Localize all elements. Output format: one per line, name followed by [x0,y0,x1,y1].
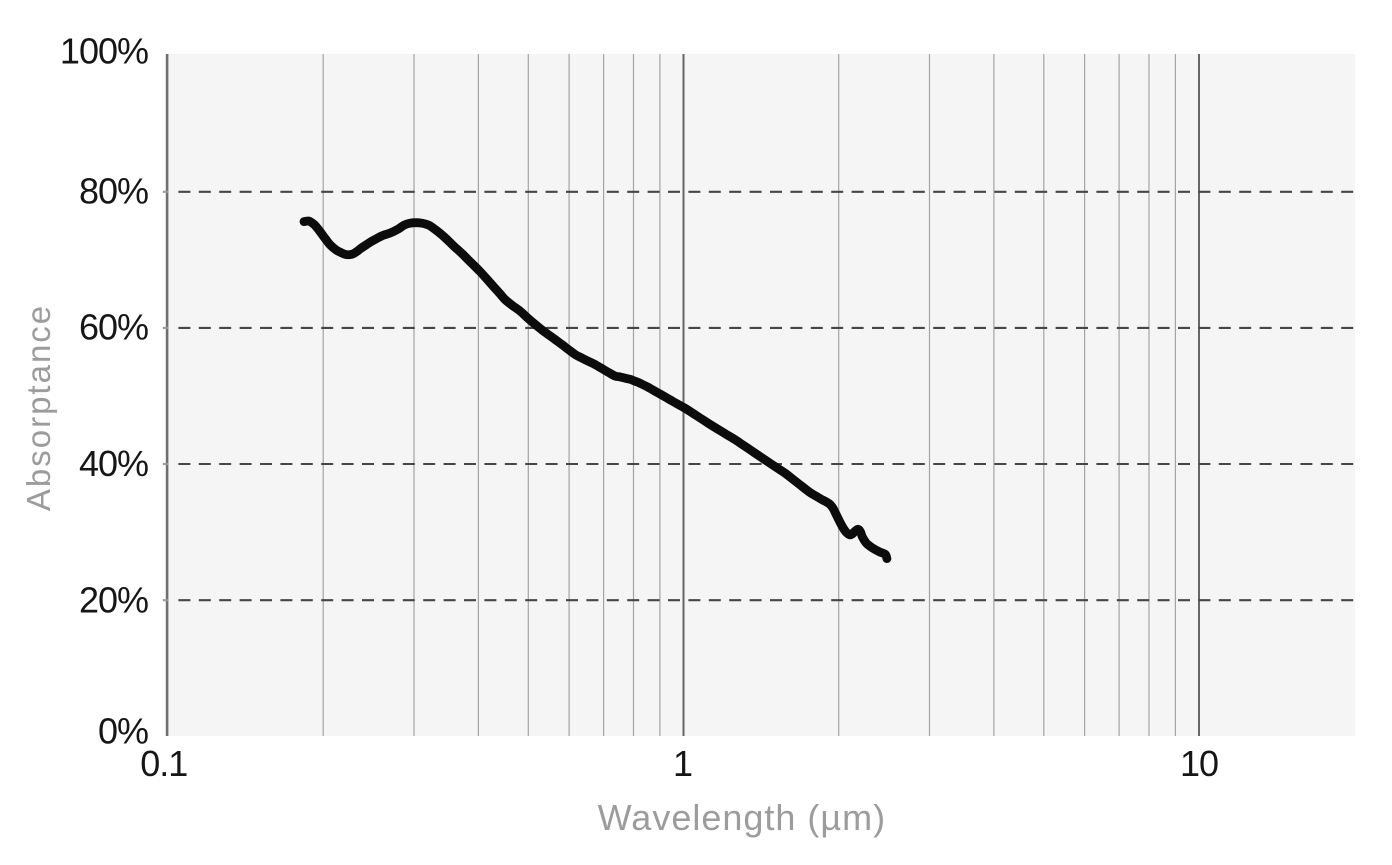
svg-text:Wavelength (µm): Wavelength (µm) [598,797,886,838]
svg-text:20%: 20% [79,580,148,621]
svg-text:80%: 80% [79,171,148,212]
svg-text:0%: 0% [98,711,148,752]
svg-text:0.1: 0.1 [140,743,187,784]
svg-text:40%: 40% [79,443,148,484]
svg-text:100%: 100% [60,31,148,72]
svg-text:60%: 60% [79,307,148,348]
svg-text:1: 1 [673,743,692,784]
svg-text:Absorptance: Absorptance [20,304,57,511]
svg-text:10: 10 [1180,743,1218,784]
